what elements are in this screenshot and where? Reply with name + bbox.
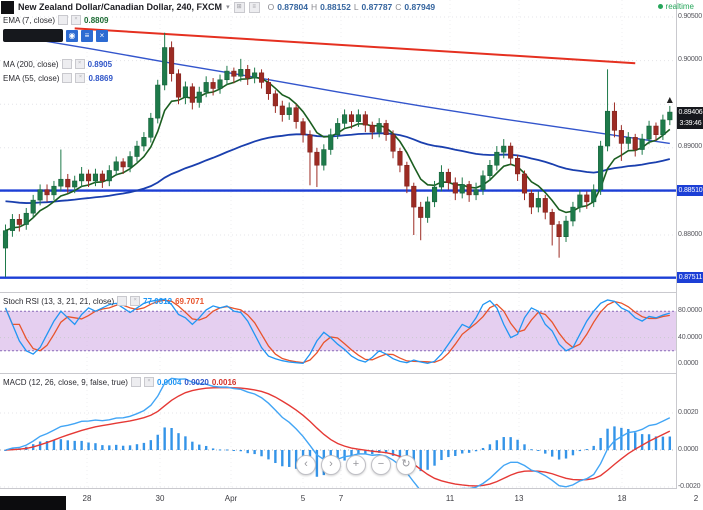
macd-label[interactable]: MACD (12, 26, close, 9, false, true) (3, 377, 128, 387)
time-axis-label: 2 (693, 494, 699, 503)
time-axis-label: 13 (514, 494, 524, 503)
legend-row-ma200: MA (200, close) × 0.8905 (3, 59, 112, 69)
main-price-pane[interactable] (0, 0, 676, 292)
pane-separator (0, 488, 703, 489)
last-price-badge: 0.89406 3:39:46 (677, 106, 703, 129)
realtime-label: realtime (665, 2, 694, 11)
axis-label: 0.90000 (678, 56, 702, 64)
eye-icon[interactable] (61, 59, 72, 69)
symbol-title[interactable]: New Zealand Dollar/Canadian Dollar, 240,… (18, 2, 223, 12)
time-axis-label: 28 (82, 494, 92, 503)
axis-label: 0.0020 (678, 409, 699, 416)
settings-icon[interactable]: ≡ (248, 1, 260, 13)
macd-hist-value: 0.0004 (156, 377, 182, 387)
time-axis-label: 30 (155, 494, 165, 503)
bottom-left-black-box (0, 496, 66, 510)
open-label: O (267, 2, 275, 12)
realtime-dot-icon (657, 4, 663, 9)
eye-icon[interactable] (117, 296, 128, 306)
close-icon[interactable]: × (74, 59, 85, 69)
scroll-right-button[interactable]: › (321, 455, 341, 475)
axis-label: 40.0000 (678, 333, 702, 341)
close-icon[interactable]: × (130, 296, 141, 306)
ohlc-readout: O 0.87804 H 0.88152 L 0.87787 C 0.87949 (268, 2, 436, 12)
stoch-rsi-pane[interactable] (0, 293, 676, 373)
legend-row-stoch: Stoch RSI (13, 3, 21, 21, close) × 77.03… (3, 296, 204, 306)
ema55-value: 0.8869 (88, 73, 113, 83)
ema7-value: 0.8809 (84, 15, 109, 25)
macd-signal-value: 0.0016 (211, 377, 237, 387)
ema7-label[interactable]: EMA (7, close) (3, 15, 56, 25)
stoch-label[interactable]: Stoch RSI (13, 3, 21, 21, close) (3, 296, 115, 306)
ema55-label[interactable]: EMA (55, close) (3, 73, 60, 83)
legend-row-active: ◉ ≡ × (3, 29, 108, 42)
eye-icon[interactable] (130, 377, 141, 387)
pane-separator[interactable] (0, 292, 703, 293)
time-axis-label: Apr (224, 494, 238, 503)
high-label: H (310, 2, 318, 12)
close-icon[interactable]: × (75, 73, 86, 83)
settings-button[interactable]: ≡ (81, 29, 93, 42)
legend-row-ema55: EMA (55, close) × 0.8869 (3, 73, 113, 83)
chevron-down-icon[interactable]: ▾ (226, 4, 230, 11)
axis-label: -0.0020 (678, 483, 701, 490)
zoom-out-button[interactable]: − (371, 455, 391, 475)
active-indicator-pill[interactable] (3, 29, 63, 42)
close-value: 0.87949 (404, 2, 436, 12)
eye-icon[interactable] (58, 15, 69, 25)
scroll-left-button[interactable]: ‹ (296, 455, 316, 475)
realtime-indicator: realtime (657, 2, 694, 11)
low-label: L (353, 2, 359, 12)
legend-row-macd: MACD (12, 26, close, 9, false, true) × 0… (3, 377, 236, 387)
stoch-k-value: 77.0312 (143, 296, 173, 306)
pane-separator[interactable] (0, 373, 703, 374)
high-value: 0.88152 (320, 2, 351, 12)
ma200-value: 0.8905 (87, 59, 113, 69)
time-axis-label: 11 (445, 494, 455, 503)
corner-logo (1, 0, 14, 14)
chart-header: New Zealand Dollar/Canadian Dollar, 240,… (0, 0, 435, 14)
stoch-d-value: 69.7071 (175, 296, 205, 306)
axis-label: 80.0000 (678, 307, 702, 315)
macd-line-value: 0.0020 (184, 377, 209, 387)
eye-icon[interactable] (62, 73, 73, 83)
axis-label: 0.0000 (678, 446, 699, 453)
axis-label: 0.0000 (678, 360, 699, 367)
close-icon[interactable]: × (71, 15, 82, 25)
reset-view-button[interactable]: ↻ (396, 455, 416, 475)
time-axis-label: 5 (300, 494, 306, 503)
open-value: 0.87804 (277, 2, 308, 12)
zoom-in-button[interactable]: + (346, 455, 366, 475)
axis-label: 0.89000 (678, 143, 702, 151)
compare-icon[interactable]: ⊞ (233, 1, 245, 13)
close-label: C (395, 2, 402, 12)
close-icon[interactable]: × (143, 377, 154, 387)
close-button[interactable]: × (96, 29, 108, 42)
legend-row-ema7: EMA (7, close) × 0.8809 (3, 15, 108, 25)
ma200-label[interactable]: MA (200, close) (3, 59, 59, 69)
price-level-badge: 0.88510 (677, 185, 703, 197)
eye-button[interactable]: ◉ (66, 29, 78, 42)
low-value: 0.87787 (361, 2, 393, 12)
axis-label: 0.88000 (678, 230, 702, 238)
time-axis-label: 7 (338, 494, 344, 503)
price-level-badge: 0.87511 (677, 272, 703, 284)
time-axis-label: 18 (617, 494, 627, 503)
chart-controls: ‹ › + − ↻ (296, 455, 416, 475)
price-axis[interactable]: 0.90500 0.90000 0.89000 0.88000 80.0000 40.00… (676, 0, 703, 490)
axis-label: 0.90500 (678, 12, 702, 20)
time-axis[interactable]: 28 30 Apr 5 7 11 13 18 2 (0, 489, 703, 510)
